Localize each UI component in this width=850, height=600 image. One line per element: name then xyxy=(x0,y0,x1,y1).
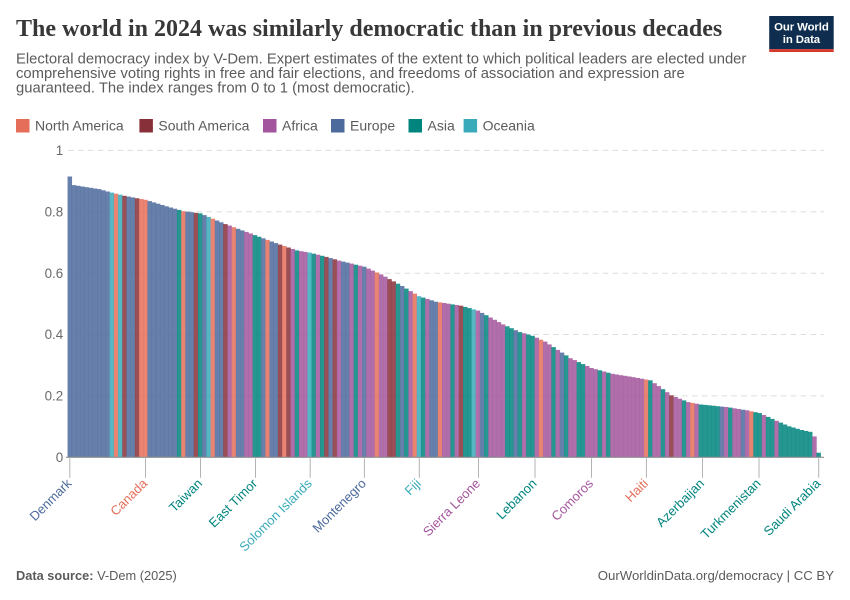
svg-text:Oceania: Oceania xyxy=(483,118,535,134)
svg-text:The world in 2024 was similarl: The world in 2024 was similarly democrat… xyxy=(16,16,722,42)
svg-text:South America: South America xyxy=(158,118,249,134)
svg-text:Data source: V-Dem (2025): Data source: V-Dem (2025) xyxy=(16,568,177,583)
svg-text:0.4: 0.4 xyxy=(45,327,64,342)
svg-text:OurWorldinData.org/democracy |: OurWorldinData.org/democracy | CC BY xyxy=(598,568,834,583)
svg-text:guaranteed. The index ranges f: guaranteed. The index ranges from 0 to 1… xyxy=(16,81,415,97)
svg-text:in Data: in Data xyxy=(783,34,821,46)
svg-text:1: 1 xyxy=(56,143,63,158)
svg-text:Electoral democracy index by V: Electoral democracy index by V-Dem. Expe… xyxy=(16,52,746,68)
svg-text:North America: North America xyxy=(35,118,124,134)
svg-text:0: 0 xyxy=(56,450,63,465)
svg-text:0.6: 0.6 xyxy=(45,266,64,281)
svg-text:comprehensive voting rights in: comprehensive voting rights in free and … xyxy=(16,66,685,82)
svg-text:Our World: Our World xyxy=(774,22,829,34)
svg-text:Africa: Africa xyxy=(282,118,318,134)
svg-text:Asia: Asia xyxy=(428,118,455,134)
svg-text:0.8: 0.8 xyxy=(45,205,64,220)
svg-text:Europe: Europe xyxy=(350,118,395,134)
svg-text:0.2: 0.2 xyxy=(45,389,64,404)
